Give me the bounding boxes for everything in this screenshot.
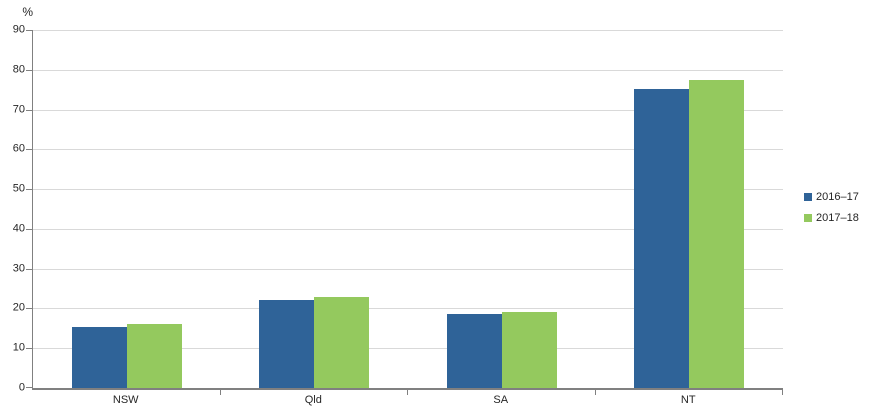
y-tick-label: 40 xyxy=(12,222,25,235)
legend-swatch-icon xyxy=(804,193,812,201)
category-group-sa xyxy=(408,30,596,388)
plot-area xyxy=(26,30,783,395)
bar-2017-18-nsw xyxy=(126,323,182,388)
y-tick-label: 80 xyxy=(12,63,25,76)
category-group-nsw xyxy=(33,30,221,388)
gridline xyxy=(33,228,783,230)
bar-2016-17-nsw xyxy=(71,326,127,388)
y-axis-tick xyxy=(26,228,32,230)
bar-2016-17-qld xyxy=(259,299,315,388)
y-tick-label: 10 xyxy=(12,341,25,354)
gridline xyxy=(33,189,783,191)
y-axis-tick xyxy=(26,268,32,270)
x-category-label-sa: SA xyxy=(493,394,509,406)
y-tick-label: 0 xyxy=(18,381,25,394)
y-axis-tick xyxy=(26,189,32,191)
y-tick-label: 50 xyxy=(12,182,25,195)
y-tick-label: 70 xyxy=(12,103,25,116)
category-group-nt xyxy=(596,30,784,388)
y-axis-unit-label: % xyxy=(22,5,33,19)
gridline xyxy=(33,348,783,350)
category-group-qld xyxy=(221,30,409,388)
y-axis-tick xyxy=(26,69,32,71)
gridline xyxy=(33,69,783,71)
legend: 2016–17 2017–18 xyxy=(804,191,859,224)
legend-label: 2017–18 xyxy=(816,212,859,224)
y-axis-tick xyxy=(26,109,32,111)
bar-2016-17-nt xyxy=(634,88,690,388)
gridline xyxy=(33,268,783,270)
gridline xyxy=(33,308,783,310)
legend-entry: 2016–17 xyxy=(804,191,859,203)
bar-2017-18-qld xyxy=(314,296,370,388)
y-axis-tick xyxy=(26,348,32,350)
legend-label: 2016–17 xyxy=(816,191,859,203)
bar-2016-17-sa xyxy=(446,313,502,388)
x-axis-tick xyxy=(407,390,408,395)
x-axis-tick xyxy=(594,390,596,395)
gridline xyxy=(33,149,783,151)
y-tick-label: 60 xyxy=(12,142,25,155)
y-tick-label: 90 xyxy=(12,23,25,36)
y-tick-label: 30 xyxy=(12,262,25,275)
y-tick-label: 20 xyxy=(12,301,25,314)
y-axis-tick-labels: 0 10 20 30 40 50 60 70 80 90 xyxy=(0,24,25,393)
gridline xyxy=(33,109,783,111)
x-category-label-nsw: NSW xyxy=(112,394,139,406)
y-axis-tick xyxy=(26,30,32,31)
bar-2017-18-sa xyxy=(501,311,557,388)
y-axis-tick xyxy=(26,149,32,151)
bar-2017-18-nt xyxy=(689,80,745,388)
x-category-label-qld: Qld xyxy=(304,394,322,406)
x-axis-tick xyxy=(219,390,221,395)
y-axis-tick xyxy=(26,308,32,310)
bars-layer xyxy=(33,30,783,388)
legend-entry: 2017–18 xyxy=(804,212,859,224)
y-axis-tick xyxy=(26,387,32,388)
x-category-label-nt: NT xyxy=(680,394,696,406)
legend-swatch-icon xyxy=(804,214,812,222)
gridline xyxy=(33,30,783,31)
x-axis-category-labels: NSW Qld SA NT xyxy=(32,394,782,406)
x-axis-tick xyxy=(782,390,783,395)
